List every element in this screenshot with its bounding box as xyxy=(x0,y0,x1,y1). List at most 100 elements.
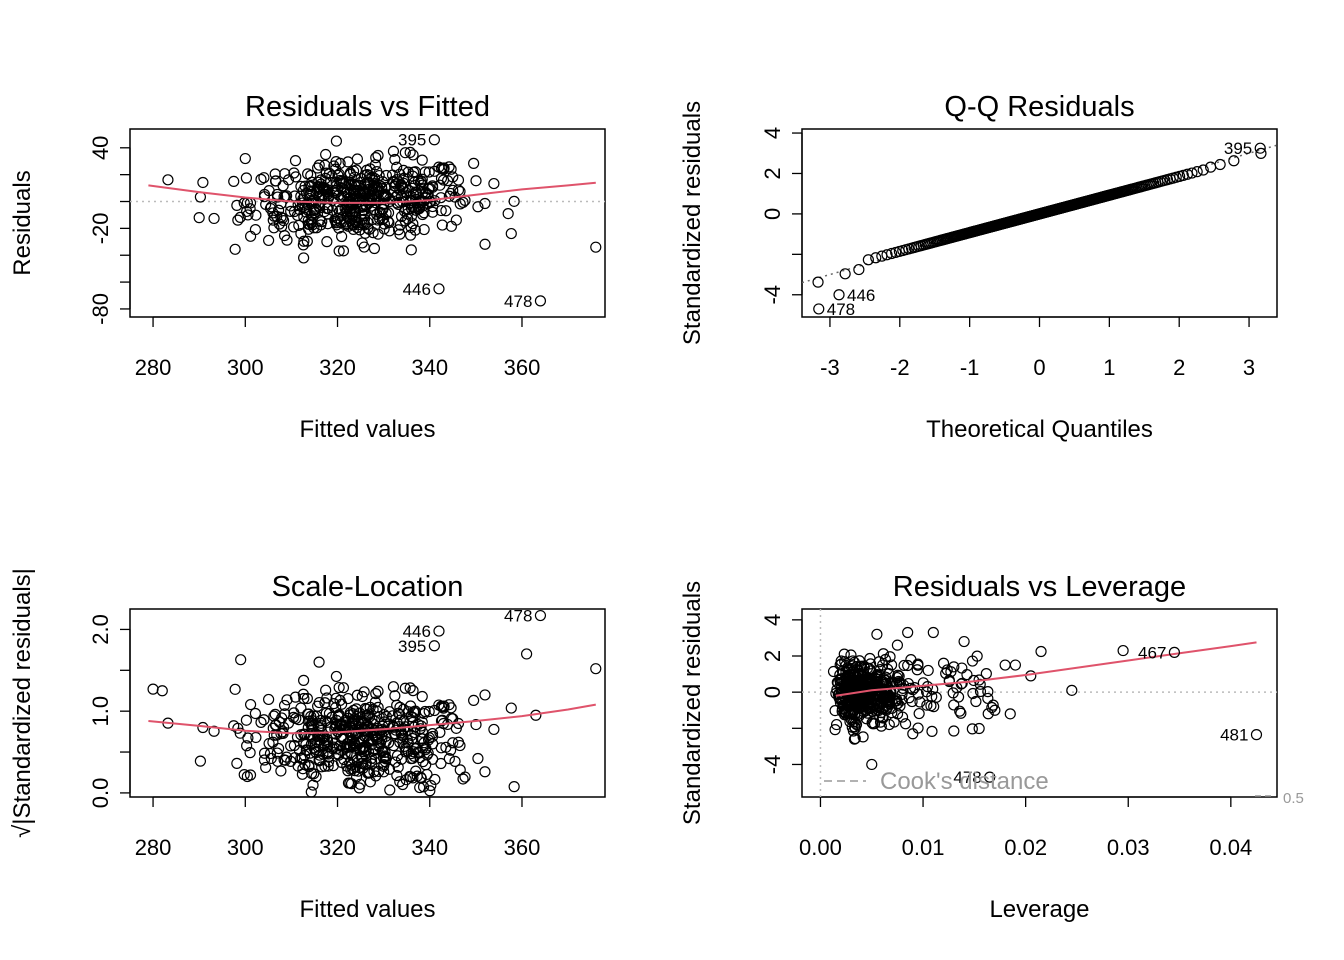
data-point xyxy=(297,184,310,197)
data-point xyxy=(276,220,288,233)
data-point xyxy=(428,165,441,177)
data-point xyxy=(240,714,253,726)
data-point xyxy=(457,773,469,785)
data-point xyxy=(348,165,360,177)
data-point xyxy=(349,215,361,227)
outlier-label: 395 xyxy=(1224,139,1252,158)
data-point xyxy=(314,749,326,761)
data-point xyxy=(845,649,857,661)
data-point xyxy=(858,661,870,674)
outlier-label: 478 xyxy=(827,300,855,319)
data-point xyxy=(847,660,859,672)
data-point xyxy=(344,168,356,180)
data-point xyxy=(445,220,457,232)
data-point xyxy=(880,671,892,683)
data-point xyxy=(521,648,533,660)
data-point xyxy=(470,718,482,731)
data-point xyxy=(419,187,432,199)
data-point xyxy=(316,720,328,732)
outlier-point xyxy=(833,289,845,301)
data-point xyxy=(239,152,251,165)
data-point xyxy=(952,691,965,703)
data-point xyxy=(355,750,367,763)
data-point xyxy=(301,235,313,247)
data-point xyxy=(231,757,243,769)
x-tick-label: 320 xyxy=(319,835,356,860)
data-point xyxy=(293,219,305,232)
data-point xyxy=(282,174,295,186)
data-point xyxy=(812,276,824,288)
outlier-point xyxy=(813,303,825,315)
data-point xyxy=(408,176,421,188)
data-point xyxy=(896,688,908,700)
data-point xyxy=(899,718,912,730)
y-tick-label: 40 xyxy=(88,136,113,160)
data-point xyxy=(382,737,395,749)
data-point xyxy=(330,670,343,683)
data-point xyxy=(321,236,333,248)
data-point xyxy=(303,199,315,211)
data-point xyxy=(416,690,428,703)
data-point xyxy=(967,687,979,700)
data-point xyxy=(986,701,998,714)
data-point xyxy=(363,194,375,206)
data-point xyxy=(380,710,392,723)
data-point xyxy=(893,670,905,682)
outlier-label: 478 xyxy=(504,292,532,311)
outlier-label: 446 xyxy=(403,622,431,641)
data-point xyxy=(380,190,392,202)
data-point xyxy=(378,766,390,778)
data-point xyxy=(356,735,368,747)
data-point xyxy=(404,197,416,209)
data-point xyxy=(395,725,407,737)
data-point xyxy=(871,628,883,640)
data-point xyxy=(864,658,877,670)
data-point xyxy=(258,172,270,184)
data-point xyxy=(353,782,365,794)
data-point xyxy=(263,693,275,706)
data-point xyxy=(974,678,986,690)
data-point xyxy=(862,254,874,266)
data-point xyxy=(488,723,500,736)
data-point xyxy=(335,756,348,768)
data-point xyxy=(391,189,404,201)
data-point xyxy=(488,177,500,190)
data-point xyxy=(891,639,904,651)
data-point xyxy=(342,692,354,705)
data-point xyxy=(369,204,381,216)
data-point xyxy=(437,163,450,176)
outlier-label: 395 xyxy=(398,637,426,656)
data-point xyxy=(875,720,887,732)
data-point xyxy=(869,695,881,707)
data-point xyxy=(277,180,289,192)
data-point xyxy=(829,724,841,736)
data-point xyxy=(244,698,257,711)
data-point xyxy=(835,673,847,685)
chart-title: Residuals vs Fitted xyxy=(245,91,490,123)
y-tick-label: 0.0 xyxy=(88,778,113,809)
outlier-label: 446 xyxy=(403,280,431,299)
outlier-point xyxy=(428,134,440,146)
data-point xyxy=(954,705,966,717)
data-point xyxy=(400,774,412,786)
data-point xyxy=(892,697,904,710)
data-point xyxy=(303,759,315,771)
lowess-smoother xyxy=(835,641,1257,697)
data-point xyxy=(940,667,952,680)
data-point xyxy=(893,675,905,688)
data-point xyxy=(258,754,271,766)
data-point xyxy=(322,760,334,772)
data-point xyxy=(423,705,435,718)
data-point xyxy=(337,245,350,257)
outlier-label: 481 xyxy=(1220,726,1248,745)
data-point xyxy=(363,766,375,779)
data-point xyxy=(242,732,254,744)
data-point xyxy=(858,706,870,718)
x-tick-label: 280 xyxy=(135,835,172,860)
data-point xyxy=(273,204,285,216)
y-tick-label: -4 xyxy=(760,755,785,775)
data-point xyxy=(508,195,520,207)
data-point xyxy=(454,739,466,752)
data-point xyxy=(948,725,960,737)
outlier-point xyxy=(1250,729,1263,741)
